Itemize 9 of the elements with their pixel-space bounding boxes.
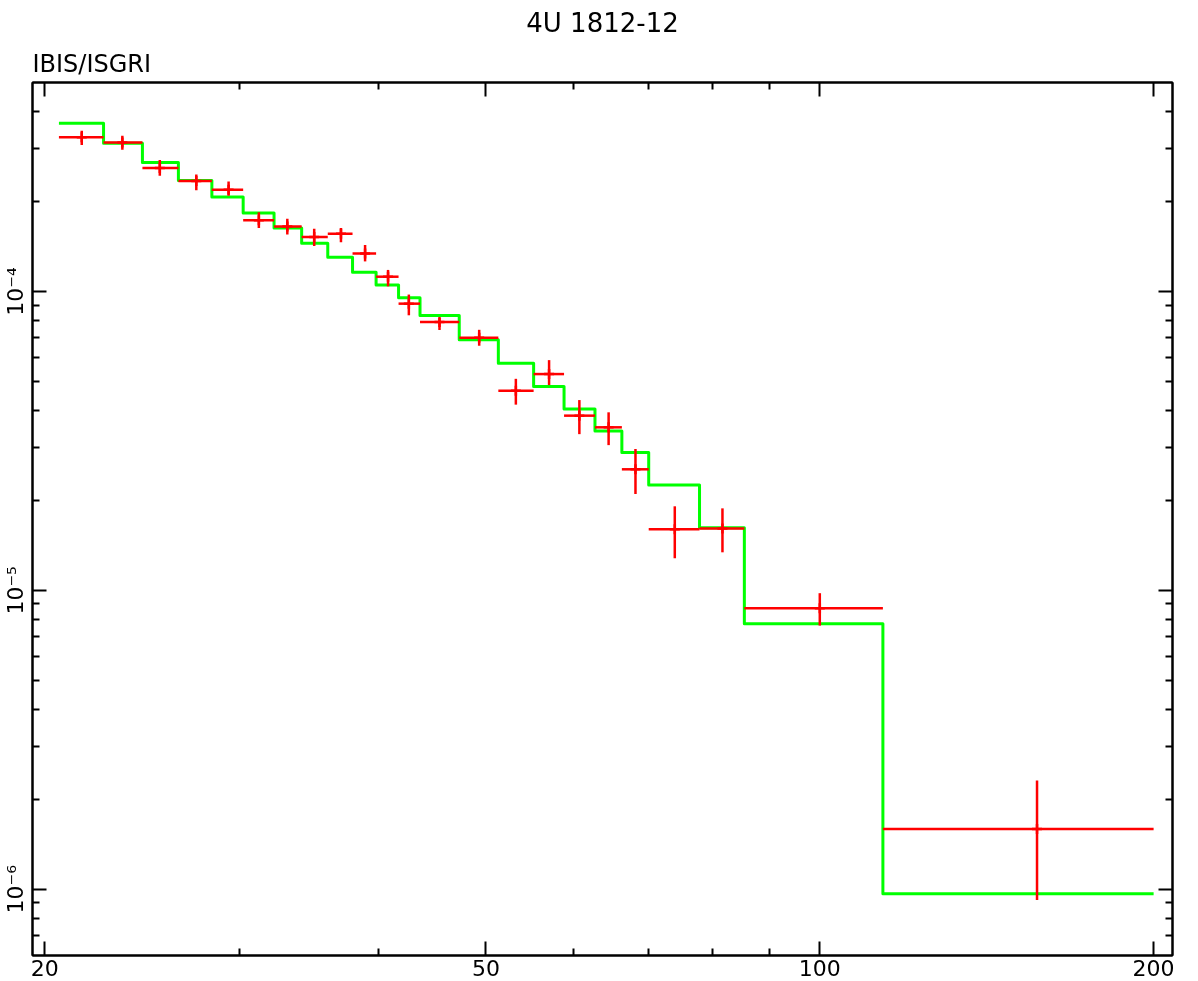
x-tick-label: 100 bbox=[798, 955, 841, 981]
y-tick-label: 10⁻⁶ bbox=[3, 864, 29, 914]
text: IBIS/ISGRI bbox=[32, 49, 152, 78]
chart-title: 4U 1812-12 bbox=[526, 7, 679, 38]
x-tick-label: 200 bbox=[1132, 955, 1175, 981]
y-tick-label: 10⁻⁴ bbox=[3, 267, 29, 316]
x-tick-label: 20 bbox=[30, 955, 59, 981]
y-tick-label: 10⁻⁵ bbox=[3, 566, 29, 615]
x-tick-label: 50 bbox=[471, 955, 500, 981]
